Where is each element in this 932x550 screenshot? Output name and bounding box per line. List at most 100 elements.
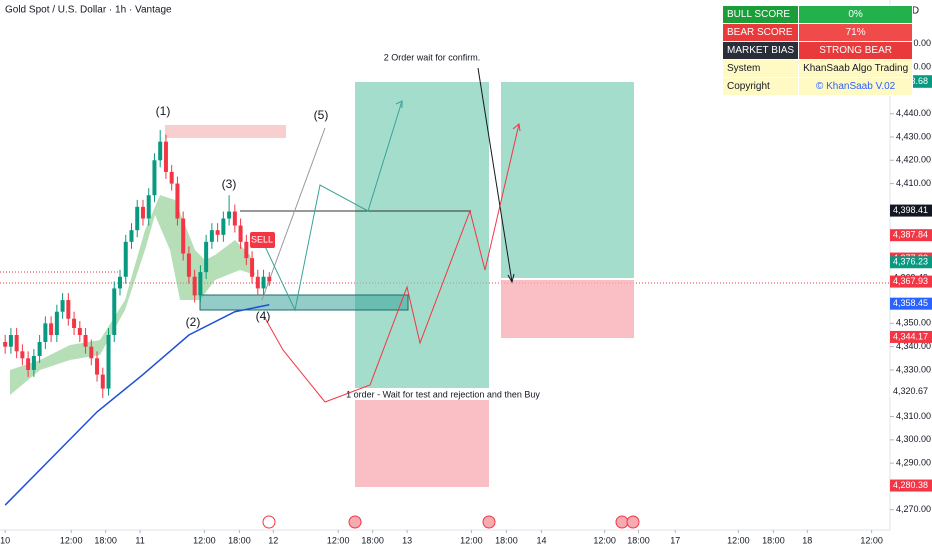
table-cell: BULL SCORE xyxy=(721,5,800,24)
candle-body xyxy=(37,341,42,356)
wave-label: (2) xyxy=(186,315,201,329)
x-tick-label: 12:00 xyxy=(593,535,616,545)
table-row: BULL SCORE 0% xyxy=(721,5,914,24)
arrow-head xyxy=(507,273,515,284)
candle-body xyxy=(215,230,220,235)
x-tick-label: 12:00 xyxy=(60,535,83,545)
annotation: 2 Order wait for confirm. xyxy=(384,52,481,62)
annotation: 1 order - Wait for test and rejection an… xyxy=(346,389,540,399)
candle-body xyxy=(31,355,36,370)
candle-body xyxy=(135,206,140,231)
x-tick-label: 18:00 xyxy=(361,535,384,545)
candle-body xyxy=(112,288,117,336)
y-tick-label: 4,410.00 xyxy=(896,178,931,188)
candle-body xyxy=(26,358,31,370)
x-tick-label: 18:00 xyxy=(762,535,785,545)
table-cell: BEAR SCORE xyxy=(721,23,800,42)
candle-body xyxy=(181,218,186,254)
candle-body xyxy=(100,374,105,389)
table-cell: © KhanSaab V.02 xyxy=(798,77,914,96)
moving-average xyxy=(4,303,270,506)
arrow-line xyxy=(477,67,513,283)
candle-body xyxy=(227,211,232,219)
y-tick-label: 4,340.00 xyxy=(896,341,931,351)
y-tick-label: 4,350.00 xyxy=(896,318,931,328)
table-row: Copyright © KhanSaab V.02 xyxy=(721,77,914,96)
candle-body xyxy=(20,351,25,359)
candle-body xyxy=(158,141,163,161)
candle-body xyxy=(163,141,168,172)
table-cell: KhanSaab Algo Trading xyxy=(798,59,914,78)
wave-line xyxy=(261,127,326,301)
arrow-head xyxy=(395,100,403,108)
long-stop xyxy=(355,400,489,487)
price-tag-label: 4,280.38 xyxy=(893,480,928,490)
sell-label: SELL xyxy=(251,234,273,244)
long-target xyxy=(501,82,634,278)
price-tag-label: 4,344.17 xyxy=(893,331,928,341)
x-tick-label: 14 xyxy=(536,535,546,545)
candle-body xyxy=(198,272,203,296)
wave-label: (3) xyxy=(222,177,237,191)
candle-body xyxy=(261,276,266,289)
table-cell: 0% xyxy=(798,5,914,24)
zone-box xyxy=(165,125,286,138)
table-row: MARKET BIAS STRONG BEAR xyxy=(721,41,914,60)
y-tick-label: 4,440.00 xyxy=(896,108,931,118)
price-tag-label: 4,376.23 xyxy=(893,257,928,267)
event-icon xyxy=(615,515,629,529)
candle-body xyxy=(49,323,54,336)
table-cell: STRONG BEAR xyxy=(798,41,914,60)
price-tag-label: 4,387.84 xyxy=(893,230,928,240)
long-target xyxy=(355,82,489,388)
long-stop xyxy=(501,280,634,338)
candle-body xyxy=(267,276,272,282)
price-tag-label: 4,358.45 xyxy=(893,298,928,308)
candle-body xyxy=(232,211,237,226)
candle-body xyxy=(221,218,226,235)
price-tag xyxy=(890,385,932,398)
candle-body xyxy=(238,225,243,242)
price-tag-label: 4,398.41 xyxy=(893,205,928,215)
path-bull xyxy=(261,100,403,312)
candle-body xyxy=(204,241,209,273)
x-tick-label: 12:00 xyxy=(460,535,483,545)
candle-body xyxy=(8,335,13,347)
candle-body xyxy=(123,241,128,277)
y-tick-label: 4,270.00 xyxy=(896,504,931,514)
table-cell: MARKET BIAS xyxy=(721,41,800,60)
price-tag xyxy=(890,479,932,492)
demand-zone xyxy=(199,294,409,311)
x-tick-label: 12:00 xyxy=(860,535,883,545)
price-tag xyxy=(890,275,932,288)
candle-body xyxy=(72,318,77,329)
candle-body xyxy=(146,195,151,219)
x-tick-label: 18:00 xyxy=(228,535,251,545)
candle-body xyxy=(89,346,94,359)
price-tag xyxy=(890,204,932,217)
x-tick-label: 17 xyxy=(670,535,680,545)
y-tick-label: 4,430.00 xyxy=(896,131,931,141)
price-tag xyxy=(890,297,932,310)
price-tag xyxy=(890,256,932,269)
candle-body xyxy=(250,258,255,277)
candle-body xyxy=(3,341,8,347)
candle-body xyxy=(43,323,48,342)
x-tick-label: 12:00 xyxy=(193,535,216,545)
price-tag xyxy=(890,229,932,242)
candle-body xyxy=(77,328,82,336)
candle-body xyxy=(66,300,71,319)
x-tick-label: 12 xyxy=(268,535,278,545)
sell-badge xyxy=(250,232,275,248)
candle-body xyxy=(54,311,59,336)
candle-body xyxy=(14,335,19,352)
event-icon xyxy=(262,515,276,529)
path-bear xyxy=(264,123,520,403)
x-tick-label: 11 xyxy=(135,535,144,545)
event-icon xyxy=(626,515,640,529)
table-cell: 71% xyxy=(798,23,914,42)
table-row: BEAR SCORE 71% xyxy=(721,23,914,42)
x-tick-label: 18:00 xyxy=(627,535,650,545)
table-cell: Copyright xyxy=(721,77,800,96)
